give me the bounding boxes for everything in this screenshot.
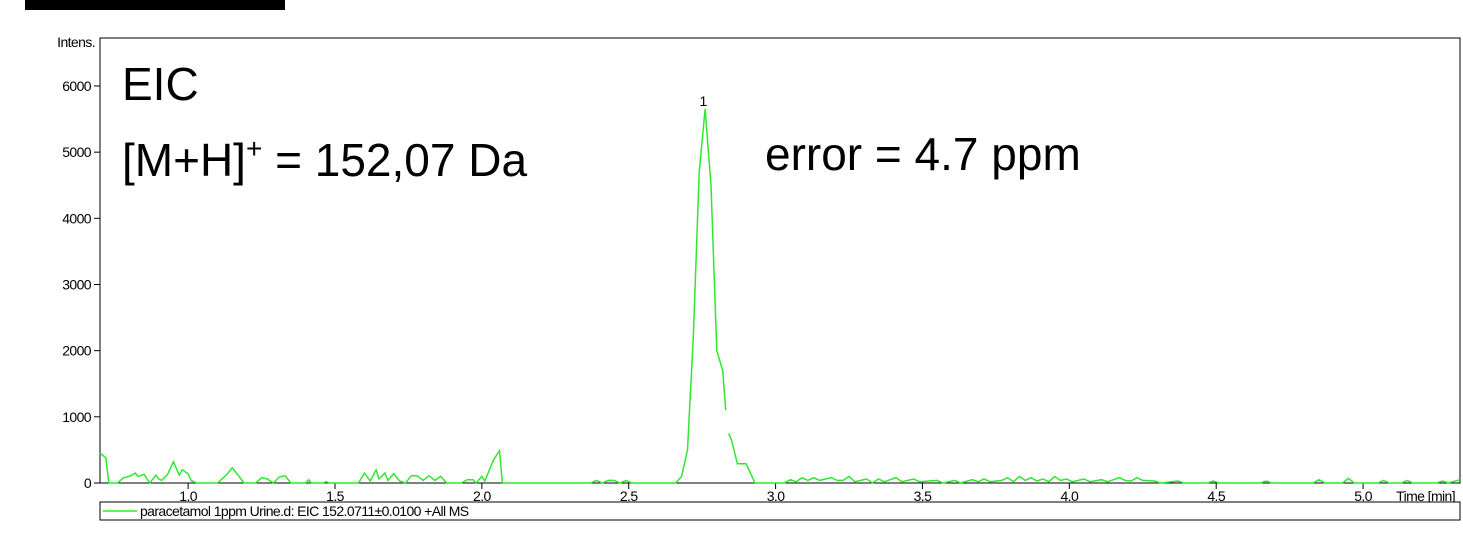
header-bar xyxy=(25,0,285,10)
x-tick-label: 1.5 xyxy=(326,488,344,504)
x-tick-label: 2.0 xyxy=(473,488,491,504)
x-tick-label: 5.0 xyxy=(1354,488,1372,504)
x-axis-label: Time [min] xyxy=(1396,488,1455,504)
ion-label: [M+H]+ = 152,07 Da xyxy=(122,133,527,186)
y-tick-label: 2000 xyxy=(62,343,92,359)
y-axis-label: Intens. xyxy=(57,34,95,50)
y-tick-label: 1000 xyxy=(62,409,92,425)
y-tick-label: 4000 xyxy=(62,210,92,226)
x-tick-label: 3.5 xyxy=(914,488,932,504)
ion-base: [M+H] xyxy=(122,134,246,186)
peak-label: 1 xyxy=(700,93,708,109)
x-tick-label: 2.5 xyxy=(620,488,638,504)
x-tick-label: 1.0 xyxy=(179,488,197,504)
legend xyxy=(99,501,1461,521)
error-label: error = 4.7 ppm xyxy=(765,128,1081,180)
y-tick-label: 0 xyxy=(84,475,92,491)
y-tick-label: 5000 xyxy=(62,144,92,160)
y-tick-label: 3000 xyxy=(62,276,92,292)
x-tick-label: 4.0 xyxy=(1060,488,1078,504)
x-tick-label: 3.0 xyxy=(767,488,785,504)
ion-charge: + xyxy=(246,133,262,164)
y-tick-label: 6000 xyxy=(62,78,92,94)
legend-label: paracetamol 1ppm Urine.d: EIC 152.0711±0… xyxy=(140,503,469,519)
trace xyxy=(99,109,1461,485)
x-tick-label: 4.5 xyxy=(1207,488,1225,504)
plot-frame xyxy=(99,37,1461,484)
trace-type: EIC xyxy=(122,58,199,110)
ion-mass: = 152,07 Da xyxy=(262,134,527,186)
